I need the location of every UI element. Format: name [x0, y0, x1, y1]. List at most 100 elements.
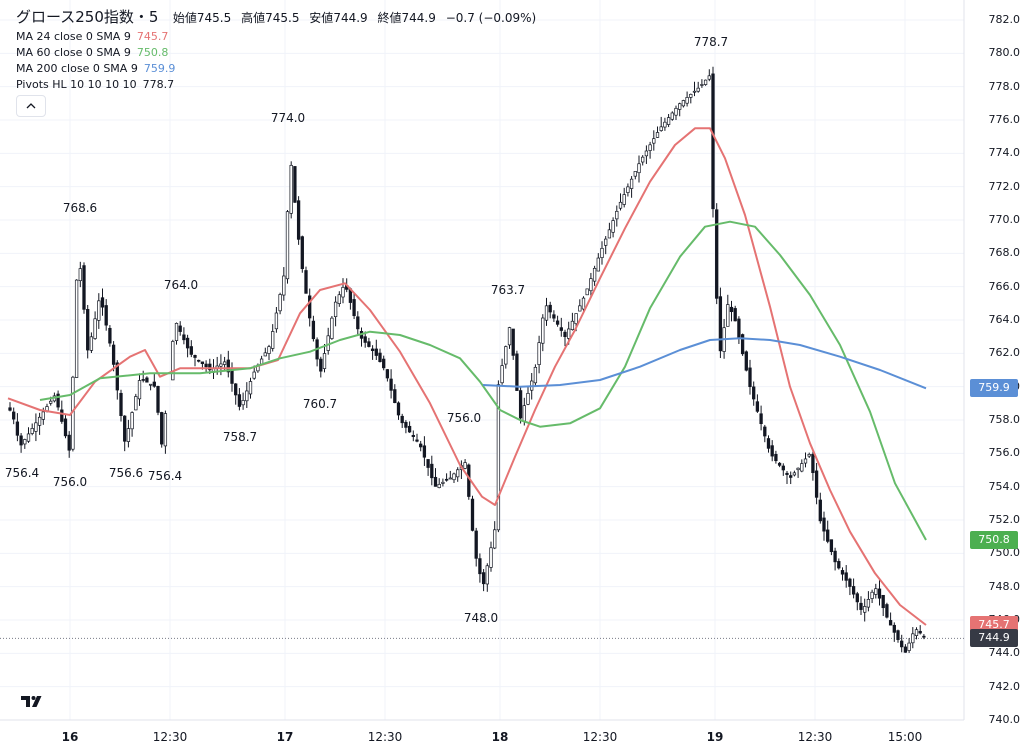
time-axis-label: 12:30 [797, 730, 833, 744]
candle-up [666, 117, 671, 125]
candle-up [500, 365, 504, 384]
indicator-ma200[interactable]: MA 200 close 0 SMA 9 759.9 [16, 62, 536, 75]
candle-up [585, 288, 589, 296]
candle-down [407, 425, 412, 433]
price-axis-label: 754.0 [988, 479, 1021, 493]
candle-up [289, 164, 293, 214]
price-axis-label: 750.0 [988, 546, 1021, 560]
last-price-tag: 744.9 [970, 629, 1018, 648]
indicator-pivots[interactable]: Pivots HL 10 10 10 10 778.7 [16, 78, 536, 91]
candle-up [703, 79, 708, 85]
candle-up [485, 565, 489, 585]
candle-up [870, 591, 874, 599]
candlestick-series [8, 66, 926, 653]
candle-down [119, 392, 123, 416]
candle-up [134, 396, 138, 411]
candle-up [74, 279, 79, 378]
candle-up [648, 144, 652, 151]
candle-up [615, 210, 619, 220]
candle-down [145, 377, 149, 383]
candle-up [874, 588, 878, 595]
candle-up [670, 112, 674, 120]
candle-down [8, 407, 12, 411]
candle-up [911, 633, 915, 644]
candle-down [481, 572, 486, 585]
candle-down [444, 478, 449, 481]
candle-down [781, 465, 785, 471]
candle-down [737, 318, 741, 338]
price-axis-label: 774.0 [988, 146, 1021, 160]
candle-down [903, 646, 908, 653]
candle-up [807, 453, 811, 457]
candle-down [822, 517, 826, 532]
indicator-ma60[interactable]: MA 60 close 0 SMA 9 750.8 [16, 46, 536, 59]
candle-up [726, 304, 730, 327]
candle-down [770, 445, 774, 457]
candle-up [622, 194, 626, 205]
candle-down [160, 412, 164, 445]
price-axis-label: 768.0 [988, 246, 1021, 260]
price-axis-label: 782.0 [988, 13, 1021, 26]
candle-down [385, 369, 390, 379]
candle-up [441, 481, 445, 484]
candle-up [907, 642, 911, 651]
candle-down [311, 320, 316, 340]
candle-down [740, 334, 745, 355]
indicator-ma24[interactable]: MA 24 close 0 SMA 9 745.7 [16, 30, 536, 43]
candle-up [644, 150, 649, 157]
candle-up [700, 84, 704, 86]
candle-up [655, 132, 660, 138]
candle-up [93, 318, 97, 339]
candle-down [319, 358, 323, 372]
candle-down [296, 200, 301, 240]
candle-up [37, 416, 42, 426]
candle-up [23, 439, 27, 445]
candle-down [86, 309, 90, 351]
candle-up [626, 186, 630, 193]
candle-down [156, 385, 160, 413]
candle-down [208, 363, 212, 371]
candle-down [426, 459, 430, 468]
ma200-price-tag: 759.9 [970, 379, 1018, 398]
candle-up [707, 75, 711, 80]
candle-down [82, 265, 86, 310]
candle-down [818, 499, 822, 522]
candle-up [493, 529, 497, 549]
candle-down [193, 355, 197, 358]
candle-up [496, 384, 501, 531]
candle-down [393, 389, 397, 404]
grid-lines [0, 0, 964, 721]
candle-up [97, 300, 101, 321]
price-axis-label: 762.0 [988, 346, 1021, 360]
price-axis-label: 756.0 [988, 446, 1021, 460]
time-axis-label: 18 [491, 730, 509, 744]
candle-down [197, 359, 201, 362]
candle-down [715, 209, 719, 299]
candle-down [789, 475, 793, 478]
candle-down [111, 344, 116, 365]
candle-down [200, 361, 205, 365]
tradingview-logo[interactable] [18, 690, 48, 712]
candle-down [234, 383, 238, 396]
legend-collapse-button[interactable] [16, 95, 46, 117]
candle-down [896, 630, 900, 640]
candle-down [733, 308, 737, 322]
indicator-ma200-value: 759.9 [143, 62, 176, 75]
candle-down [108, 327, 112, 344]
candle-up [245, 390, 249, 402]
ma-60-close-0-sma-9-line [39, 220, 927, 541]
candle-up [456, 469, 460, 478]
symbol-title[interactable]: グロース250指数・5 [16, 8, 159, 26]
candle-up [222, 361, 227, 365]
ma-200-close-0-sma-9-line [482, 337, 927, 390]
candle-down [888, 620, 893, 626]
candle-down [419, 443, 423, 448]
candle-up [437, 483, 441, 489]
candle-down [718, 296, 723, 352]
candle-down [352, 299, 356, 317]
low-label: 安値 [309, 11, 334, 25]
time-axis-label: 19 [706, 730, 724, 744]
candle-up [26, 433, 31, 442]
pivot-label: 758.7 [222, 430, 258, 444]
